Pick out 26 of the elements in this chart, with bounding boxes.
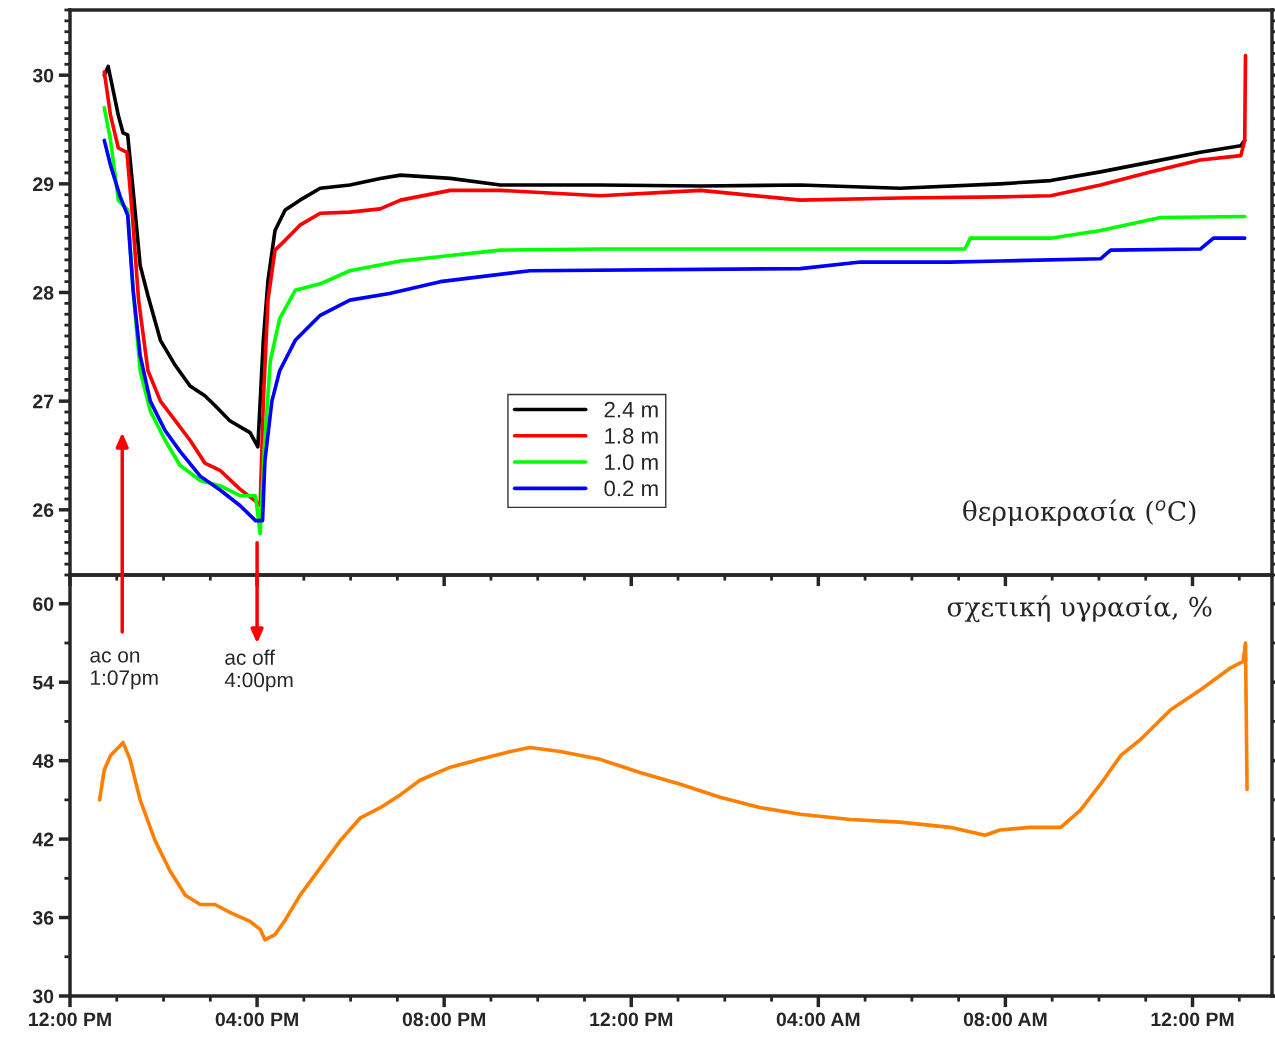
y-tick-label: 30 (32, 989, 54, 1004)
x-tick-label: 12:00 PM (1151, 1012, 1234, 1027)
y-tick-label: 60 (33, 597, 54, 611)
y-tick-label: 29 (33, 177, 54, 192)
y-tick-label: 36 (32, 911, 54, 925)
annotation: ac on 1:07pm (90, 651, 158, 690)
x-tick-label: 12:00 PM (29, 1012, 111, 1027)
annotation: θερμοκρασία ($^{o}$C) (963, 499, 1196, 527)
y-tick-label: 54 (33, 675, 54, 690)
x-tick-label: 12:00 PM (590, 1012, 673, 1027)
annotation: σχετική υγρασία, % (947, 595, 1212, 623)
x-tick-label: 04:00 AM (776, 1012, 860, 1027)
y-tick-label: 42 (32, 832, 54, 847)
x-tick-label: 04:00 PM (215, 1012, 298, 1027)
legend-label: 2.4 m (604, 401, 658, 418)
y-tick-label: 48 (32, 754, 54, 768)
legend-label: 1.0 m (605, 454, 658, 471)
y-tick-label: 27 (33, 394, 54, 409)
legend-label: 0.2 m (604, 480, 658, 497)
x-tick-label: 08:00 PM (402, 1012, 486, 1027)
x-tick-label: 08:00 AM (963, 1012, 1047, 1027)
legend-label: 1.8 m (605, 428, 658, 444)
y-tick-label: 26 (33, 503, 54, 518)
annotation: ac off 4:00pm (224, 649, 293, 692)
y-tick-label: 30 (32, 68, 54, 83)
y-tick-label: 28 (33, 285, 54, 300)
